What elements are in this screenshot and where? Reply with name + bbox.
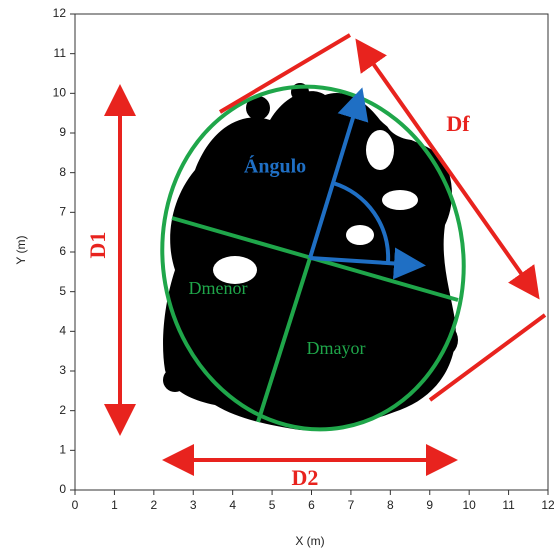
y-tick-label: 9 xyxy=(59,125,66,139)
x-tick-label: 12 xyxy=(541,498,554,512)
df-label: Df xyxy=(446,111,470,136)
y-tick-label: 7 xyxy=(59,205,66,219)
y-tick-label: 5 xyxy=(59,284,66,298)
y-tick-label: 3 xyxy=(59,363,66,377)
x-tick-label: 9 xyxy=(426,498,433,512)
y-tick-label: 10 xyxy=(53,86,67,100)
x-tick-label: 4 xyxy=(229,498,236,512)
y-tick-label: 1 xyxy=(59,443,66,457)
x-tick-label: 8 xyxy=(387,498,394,512)
y-axis-label: Y (m) xyxy=(14,235,28,264)
x-tick-label: 7 xyxy=(348,498,355,512)
y-tick-label: 6 xyxy=(59,244,66,258)
y-tick-label: 8 xyxy=(59,165,66,179)
d1-label: D1 xyxy=(85,232,110,259)
minor-label: Dmenor xyxy=(189,278,248,298)
x-tick-label: 3 xyxy=(190,498,197,512)
x-tick-label: 2 xyxy=(150,498,157,512)
d2-label: D2 xyxy=(292,465,319,490)
y-tick-label: 12 xyxy=(53,6,67,20)
x-axis-label: X (m) xyxy=(295,534,324,548)
y-tick-label: 0 xyxy=(59,482,66,496)
x-tick-label: 0 xyxy=(72,498,79,512)
angle-label: Ángulo xyxy=(244,155,306,178)
chart: D1 D2 Df Ángulo Dmenor Dmayor X (m) Y (m… xyxy=(0,0,554,553)
major-label: Dmayor xyxy=(307,338,366,358)
y-tick-label: 2 xyxy=(59,403,66,417)
x-tick-label: 1 xyxy=(111,498,118,512)
x-tick-label: 10 xyxy=(462,498,476,512)
x-tick-label: 6 xyxy=(308,498,315,512)
y-tick-label: 4 xyxy=(59,324,66,338)
x-tick-label: 11 xyxy=(502,498,515,512)
x-tick-label: 5 xyxy=(269,498,276,512)
y-tick-label: 11 xyxy=(54,46,67,60)
